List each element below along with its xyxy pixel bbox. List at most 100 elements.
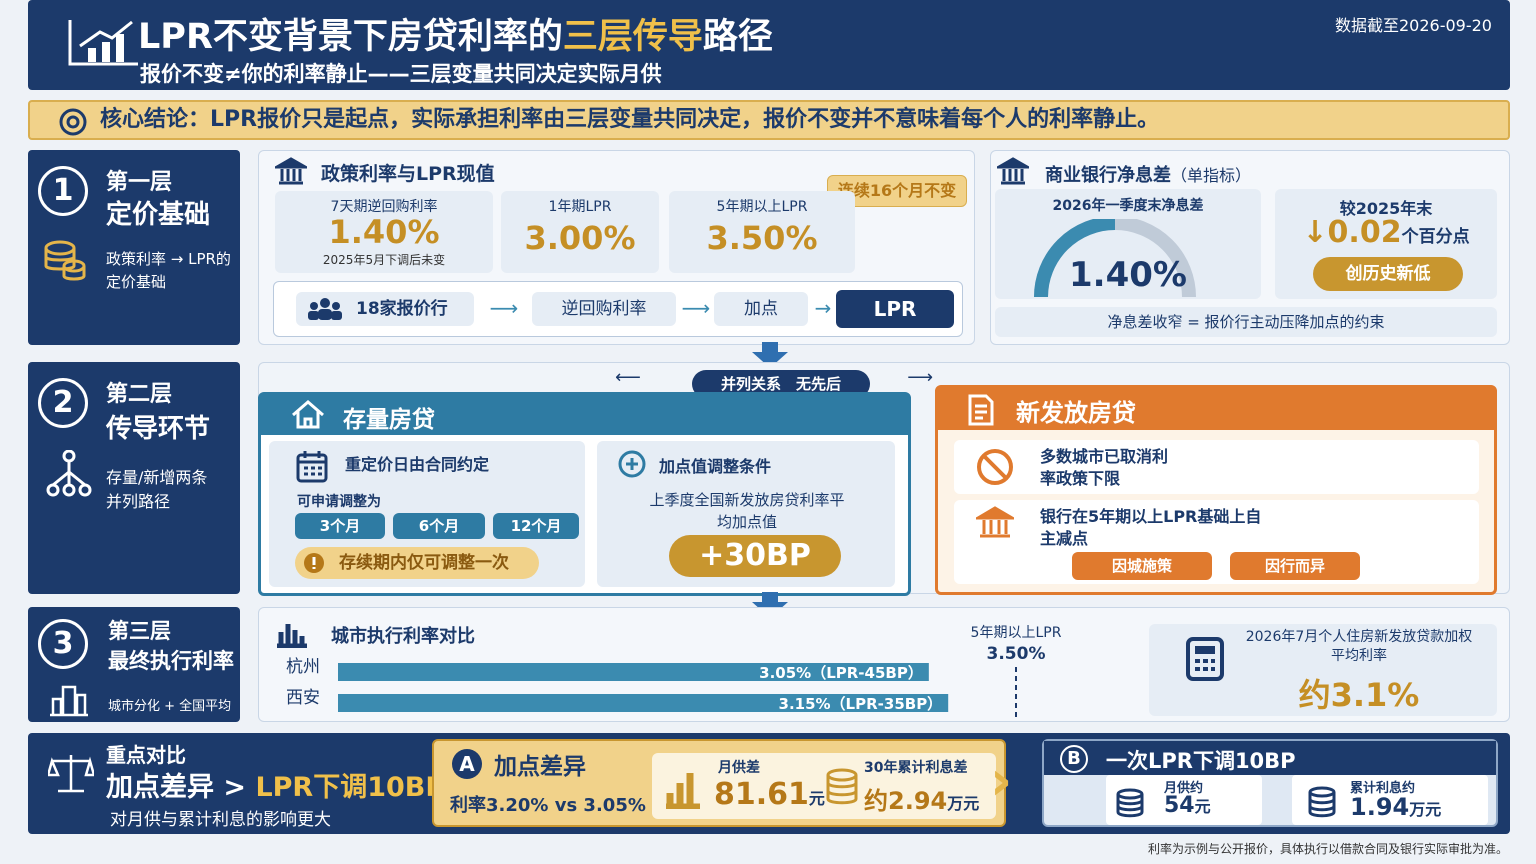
title-part: 路径	[702, 17, 773, 57]
arrow: ⟶	[681, 296, 711, 320]
a-i-label: 30年累计利息差	[864, 760, 968, 776]
nim-card: 2026年一季度末净息差 1.40%	[995, 189, 1261, 299]
b-m-unit: 元	[1194, 797, 1211, 816]
nim-label: 2026年一季度末净息差	[1052, 198, 1204, 214]
plus-icon	[618, 450, 646, 478]
date: 数据截至2026-09-20	[1335, 16, 1492, 35]
home-icon	[292, 400, 324, 429]
a-m-value: 81.61	[714, 777, 809, 812]
b-i: 1.94万元	[1350, 793, 1441, 821]
conclusion: 核心结论：LPR报价只是起点，实际承担利率由三层变量共同决定，报价不变并不意味着…	[28, 100, 1510, 140]
compare-panel: 重点对比 加点差异 > LPR下调10BP 对月供与累计利息的影响更大 A 加点…	[28, 733, 1510, 834]
category-label: 杭州	[286, 657, 320, 677]
down-arrow	[752, 342, 788, 368]
change-label: 较2025年末	[1339, 199, 1433, 218]
a-i-unit: 万元	[947, 794, 980, 813]
title-highlight: 三层传导	[562, 17, 703, 57]
compare-desc: 对月供与累计利息的影响更大	[110, 810, 331, 830]
layer-number: 1	[38, 166, 88, 216]
option: 3个月	[295, 513, 385, 539]
layer-title: 第二层	[106, 382, 173, 407]
subtitle: 报价不变≠你的利率静止——三层变量共同决定实际月供	[140, 62, 662, 86]
rate-label: 5年期以上LPR	[716, 199, 808, 215]
a-rate: 利率3.20% vs 3.05%	[450, 795, 646, 816]
nim-title: 商业银行净息差	[1045, 165, 1171, 186]
change-unit: 个百分点	[1401, 227, 1470, 247]
chart-title: 城市执行利率对比	[331, 626, 475, 647]
layer-desc: 政策利率 → LPR的定价基础	[106, 250, 231, 291]
b-i-unit: 万元	[1409, 800, 1442, 819]
rate-note: 2025年5月下调后未变	[322, 253, 446, 267]
footnote: 利率为示例与公开报价，具体执行以借款合同及银行实际审批为准。	[1147, 842, 1508, 856]
b-i-label: 累计利息约	[1350, 781, 1416, 796]
spread-card: 加点值调整条件 上季度全国新发放房贷利率平均加点值 +30BP	[597, 441, 895, 587]
bar-icon	[666, 773, 700, 809]
bank-icon	[997, 157, 1029, 185]
scale-icon	[48, 755, 94, 793]
spread-value: +30BP	[669, 535, 841, 577]
target-icon	[59, 108, 87, 136]
category-label: 西安	[286, 688, 320, 708]
new-item: 银行在5年期以上LPR基础上自主减点 因城施策 因行而异	[954, 500, 1479, 584]
arrow: →	[814, 296, 832, 320]
new-box: 新发放房贷 多数城市已取消利率政策下限 银行在5年期以上LPR基础上自主减点 因…	[935, 385, 1497, 595]
compare-a: 加点差异	[106, 772, 214, 803]
nim-note: （单指标）	[1171, 166, 1252, 185]
flow-step: 逆回购利率	[532, 292, 676, 326]
conclusion-text: LPR报价只是起点，实际承担利率由三层变量共同决定，报价不变并不意味着每个人的利…	[210, 107, 1160, 132]
national-label: 2026年7月个人住房新发放贷款加权平均利率	[1245, 629, 1473, 664]
city-icon	[50, 685, 88, 717]
change: ↓0.02个百分点	[1275, 215, 1497, 250]
new-item: 多数城市已取消利率政策下限	[954, 440, 1479, 494]
stock-box: 存量房贷 重定价日由合同约定 可申请调整为 3个月 6个月 12个月 存续期内仅…	[258, 392, 911, 596]
relation-line: ⟵ ⟶	[615, 367, 933, 388]
new-item-text: 银行在5年期以上LPR基础上自主减点	[1040, 507, 1262, 548]
reprice-text: 重定价日由合同约定	[345, 455, 490, 474]
national-card: 2026年7月个人住房新发放贷款加权平均利率 约3.1%	[1149, 624, 1497, 716]
nim-footer: 净息差收窄 = 报价行主动压降加点的约束	[995, 307, 1497, 337]
new-header	[938, 388, 1494, 430]
b-m-value: 54	[1164, 793, 1195, 818]
a-stats: 月供差 81.61元 30年累计利息差 约2.94万元	[652, 753, 996, 819]
warn-icon	[304, 553, 324, 573]
people-icon	[308, 298, 342, 320]
down-arrow	[752, 592, 788, 618]
compare-head: 重点对比	[106, 743, 186, 767]
b-m-label: 月供约	[1164, 781, 1204, 796]
a-title: 加点差异	[494, 754, 586, 780]
reprice-card: 重定价日由合同约定 可申请调整为 3个月 6个月 12个月 存续期内仅可调整一次	[269, 441, 585, 587]
rate-card: 1年期LPR 3.00%	[501, 191, 659, 273]
b-card: 月供约 54元	[1106, 775, 1262, 825]
national-value: 约3.1%	[1298, 676, 1420, 714]
title: LPR不变背景下房贷利率的三层传导路径	[138, 8, 773, 59]
option: 12个月	[493, 513, 579, 539]
tag: 因城施策	[1072, 552, 1212, 580]
gt-arrow: ›	[990, 749, 1013, 812]
layer-number: 3	[38, 619, 88, 669]
box-a: A 加点差异 利率3.20% vs 3.05% 月供差 81.61元 30年累计…	[432, 739, 1006, 827]
layer-desc: 城市分化 + 全国平均	[108, 699, 232, 714]
compare-title: 加点差异 > LPR下调10BP	[106, 765, 445, 804]
b-m: 54元	[1164, 793, 1211, 818]
value-label: 3.15%（LPR-35BP）	[779, 695, 943, 713]
policy-box: 政策利率与LPR现值 连续16个月不变 7天期逆回购利率 1.40% 2025年…	[258, 150, 975, 345]
record-badge: 创历史新低	[1313, 257, 1463, 291]
rate-value: 3.50%	[706, 219, 818, 257]
value-label: 3.05%（LPR-45BP）	[759, 664, 923, 682]
apply-label: 可申请调整为	[297, 494, 381, 510]
bar	[338, 694, 949, 712]
coin-icon	[44, 240, 86, 281]
flow-step: 加点	[714, 292, 808, 326]
layer3-panel: 3 第三层 最终执行利率 城市分化 + 全国平均	[28, 607, 240, 722]
box-b: B 一次LPR下调10BP 月供约 54元 累计利息约 1.94万元	[1042, 739, 1498, 827]
box-title: 政策利率与LPR现值	[321, 163, 495, 185]
title-part: LPR不变背景下房贷利率的	[138, 17, 563, 57]
coin-icon	[1116, 788, 1144, 818]
a-i: 约2.94万元	[864, 781, 979, 816]
flow-step: 18家报价行	[296, 292, 474, 326]
rate-label: 1年期LPR	[548, 199, 612, 215]
layer1-panel: 1 第一层 定价基础 政策利率 → LPR的定价基础	[28, 150, 240, 345]
bank-icon	[275, 157, 307, 185]
b-i-value: 1.94	[1350, 793, 1410, 821]
